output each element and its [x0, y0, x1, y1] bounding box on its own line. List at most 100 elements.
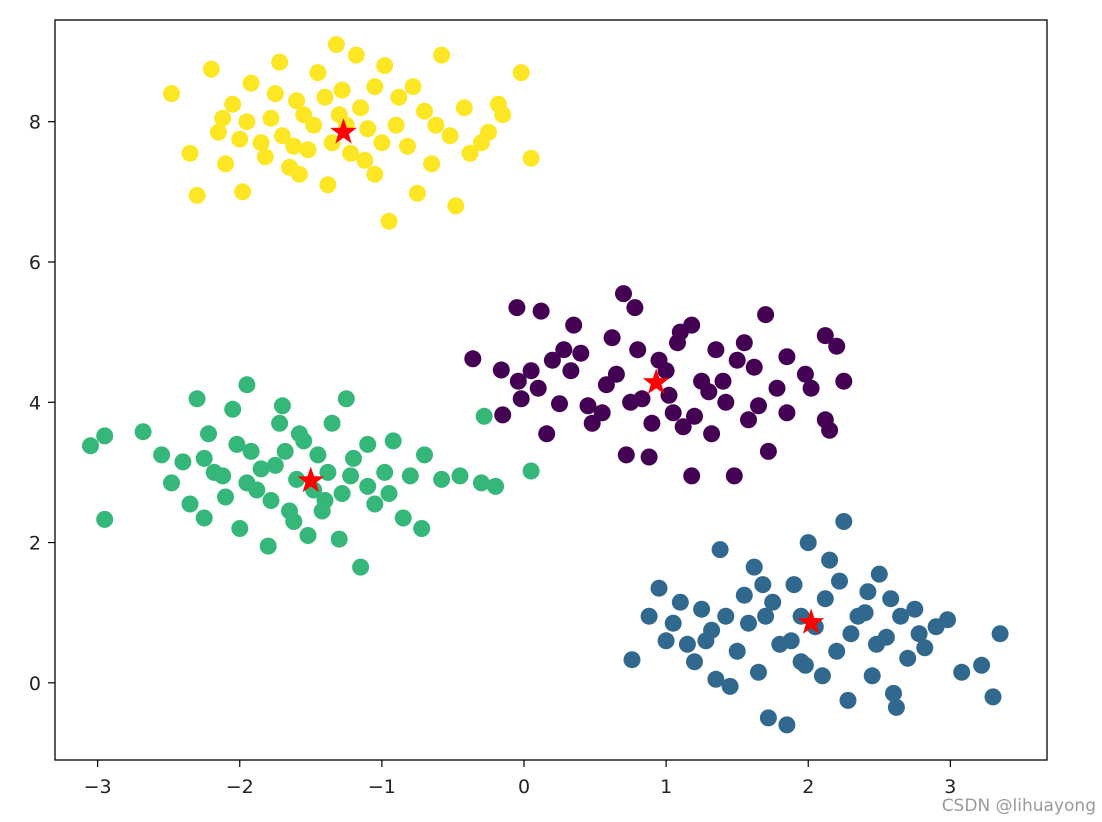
data-point-cluster-1: [782, 632, 800, 650]
data-point-cluster-1: [821, 551, 839, 569]
data-point-cluster-0: [740, 411, 757, 429]
data-point-cluster-3: [295, 106, 313, 124]
data-point-cluster-1: [863, 667, 881, 685]
data-point-cluster-0: [640, 448, 658, 466]
data-point-cluster-2: [262, 492, 280, 509]
data-point-cluster-0: [683, 467, 701, 485]
data-point-cluster-2: [359, 477, 377, 495]
data-point-cluster-3: [288, 92, 306, 110]
points-layer: [82, 36, 1009, 734]
y-tick-label: 6: [29, 252, 41, 274]
data-point-cluster-1: [973, 656, 991, 674]
data-point-cluster-3: [441, 127, 459, 145]
data-point-cluster-1: [835, 513, 853, 530]
data-point-cluster-3: [427, 116, 445, 134]
data-point-cluster-1: [991, 625, 1009, 643]
data-point-cluster-2: [217, 488, 234, 506]
data-point-cluster-0: [494, 406, 512, 424]
data-point-cluster-1: [842, 625, 860, 643]
data-point-cluster-1: [859, 583, 877, 601]
plot-frame: [54, 19, 1048, 761]
data-point-cluster-3: [342, 144, 360, 162]
data-point-cluster-3: [455, 99, 473, 117]
watermark: CSDN @lihuayong: [941, 796, 1096, 816]
data-point-cluster-0: [538, 425, 556, 443]
data-point-cluster-3: [273, 127, 291, 145]
data-point-cluster-0: [529, 379, 547, 397]
data-point-cluster-2: [228, 435, 246, 453]
data-point-cluster-0: [778, 348, 796, 366]
data-point-cluster-1: [764, 593, 782, 611]
data-point-cluster-3: [408, 184, 426, 202]
data-point-cluster-1: [757, 607, 775, 625]
data-point-cluster-2: [276, 442, 294, 460]
data-point-cluster-2: [342, 467, 360, 485]
data-point-cluster-1: [745, 558, 763, 576]
data-point-cluster-1: [717, 607, 735, 625]
data-point-cluster-2: [259, 537, 277, 555]
data-point-cluster-1: [813, 667, 831, 685]
data-point-cluster-3: [209, 123, 227, 141]
y-tick-label: 2: [29, 533, 41, 555]
data-point-cluster-1: [671, 593, 689, 611]
data-point-cluster-0: [565, 316, 583, 334]
data-point-cluster-2: [153, 446, 171, 464]
centroid-star-1: [797, 608, 825, 634]
centroid-star-0: [642, 368, 670, 394]
data-point-cluster-2: [195, 509, 213, 527]
data-point-cluster-3: [188, 186, 206, 204]
data-point-cluster-1: [664, 614, 682, 632]
data-point-cluster-1: [721, 677, 739, 695]
data-point-cluster-0: [745, 358, 763, 376]
data-point-cluster-0: [686, 407, 703, 425]
data-point-cluster-1: [816, 590, 834, 608]
data-point-cluster-2: [271, 414, 289, 432]
data-point-cluster-2: [214, 467, 232, 485]
data-point-cluster-0: [551, 395, 568, 413]
data-point-cluster-3: [319, 176, 337, 194]
data-point-cluster-2: [200, 425, 217, 443]
data-point-cluster-2: [188, 390, 206, 408]
data-point-cluster-3: [416, 102, 433, 120]
data-point-cluster-2: [401, 467, 419, 485]
data-point-cluster-3: [252, 134, 270, 152]
data-point-cluster-3: [262, 109, 280, 127]
data-point-cluster-2: [345, 449, 362, 467]
data-point-cluster-2: [433, 470, 451, 488]
data-point-cluster-0: [660, 386, 678, 404]
data-point-cluster-0: [828, 337, 846, 355]
data-point-cluster-3: [327, 36, 345, 53]
data-point-cluster-0: [562, 362, 580, 380]
data-point-cluster-2: [295, 432, 313, 450]
data-point-cluster-3: [512, 64, 530, 82]
data-point-cluster-0: [671, 323, 689, 341]
data-point-cluster-1: [906, 600, 924, 618]
data-point-cluster-3: [316, 88, 334, 106]
data-point-cluster-2: [487, 477, 505, 495]
data-point-cluster-2: [333, 485, 351, 502]
data-point-cluster-3: [347, 46, 365, 64]
data-point-cluster-0: [735, 334, 753, 352]
data-point-cluster-3: [330, 106, 348, 124]
data-point-cluster-0: [508, 299, 526, 317]
data-point-cluster-2: [238, 376, 256, 394]
data-point-cluster-0: [717, 393, 735, 411]
x-tick-label: 1: [660, 776, 672, 798]
data-point-cluster-0: [615, 285, 632, 303]
data-point-cluster-3: [359, 120, 377, 138]
data-point-cluster-0: [674, 418, 692, 436]
data-point-cluster-3: [309, 64, 327, 82]
data-point-cluster-1: [856, 604, 874, 622]
data-point-cluster-2: [96, 510, 114, 528]
data-point-cluster-3: [356, 151, 374, 169]
data-point-cluster-0: [603, 329, 621, 347]
data-point-cluster-1: [650, 579, 668, 597]
data-point-cluster-3: [522, 149, 540, 167]
data-point-cluster-2: [288, 470, 306, 488]
data-point-cluster-3: [494, 106, 512, 124]
data-point-cluster-2: [330, 530, 348, 548]
data-point-cluster-1: [831, 572, 848, 590]
data-point-cluster-0: [802, 379, 820, 397]
data-point-cluster-0: [492, 361, 510, 379]
data-point-cluster-1: [868, 635, 885, 653]
